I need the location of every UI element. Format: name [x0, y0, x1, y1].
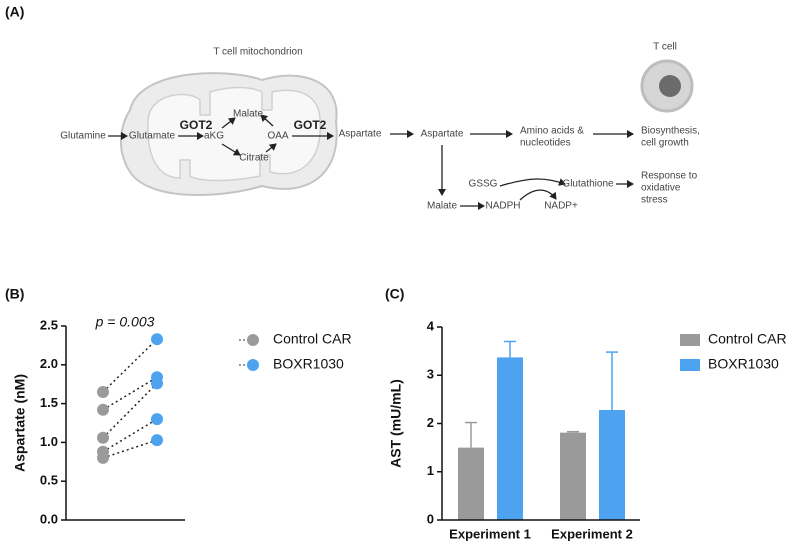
legend-label: Control CAR	[708, 331, 787, 347]
node-label: aKG	[204, 131, 224, 142]
point	[151, 333, 163, 346]
cell-label: T cell	[653, 42, 677, 53]
y-tick-label: 1.5	[40, 395, 58, 410]
x-tick-label: Experiment 2	[551, 526, 633, 541]
t-cell-nucleus	[659, 75, 681, 97]
y-tick-label: 3	[427, 367, 434, 382]
node-label: Aspartate	[421, 129, 464, 140]
error-bar	[606, 351, 618, 410]
node-label: Amino acids &	[520, 126, 584, 137]
y-tick-label: 2.0	[40, 356, 58, 371]
point	[151, 434, 163, 447]
bar	[458, 447, 484, 520]
y-tick-label: 2.5	[40, 317, 58, 332]
point	[97, 451, 109, 464]
node-label: Malate	[233, 109, 263, 120]
node-label: oxidative	[641, 183, 681, 194]
pair-line	[102, 439, 158, 459]
panel-label: (B)	[5, 286, 24, 302]
y-axis-title: AST (mU/mL)	[388, 379, 404, 468]
y-tick-label: 1	[427, 463, 434, 478]
node-label: nucleotides	[520, 138, 571, 149]
pair-line	[102, 376, 158, 411]
y-tick-label: 4	[427, 318, 435, 333]
point	[151, 377, 163, 390]
node-label: OAA	[267, 131, 288, 142]
point	[97, 431, 109, 444]
pair-line	[102, 418, 158, 453]
node-label: Glutamine	[60, 131, 106, 142]
node-label: NADP+	[544, 201, 578, 212]
legend-swatch	[680, 359, 700, 371]
node-label: stress	[641, 195, 668, 206]
legend-label: Control CAR	[273, 331, 352, 347]
panel-label: (C)	[385, 286, 404, 302]
node-label: NADPH	[485, 201, 520, 212]
legend-label: BOXR1030	[708, 356, 779, 372]
node-label: Glutamate	[129, 131, 176, 142]
panel-label: (A)	[5, 4, 24, 20]
arrows	[108, 114, 634, 210]
node-label: GOT2	[294, 118, 327, 132]
x-tick-label: Experiment 1	[449, 526, 531, 541]
error-bar	[465, 421, 477, 448]
node-label: GSSG	[469, 179, 498, 190]
pair-line	[102, 382, 158, 439]
legend-swatch	[680, 334, 700, 346]
y-tick-label: 0.5	[40, 473, 58, 488]
point	[97, 403, 109, 416]
bar	[560, 432, 586, 520]
node-label: GOT2	[180, 118, 213, 132]
point	[151, 413, 163, 426]
y-axis-title: Aspartate (nM)	[12, 374, 28, 472]
legend-marker	[247, 334, 259, 346]
node-label: Biosynthesis,	[641, 126, 700, 137]
node-label: Malate	[427, 201, 457, 212]
y-tick-label: 1.0	[40, 434, 58, 449]
panel-a	[108, 59, 694, 210]
error-bar	[567, 430, 579, 433]
error-bar	[504, 340, 516, 358]
pair-line	[102, 338, 158, 393]
point	[97, 385, 109, 398]
node-label: Aspartate	[339, 129, 382, 140]
node-label: Glutathione	[562, 179, 614, 190]
bar	[497, 357, 523, 520]
node-label: cell growth	[641, 138, 689, 149]
legend-label: BOXR1030	[273, 356, 344, 372]
y-tick-label: 2	[427, 415, 434, 430]
node-label: Response to	[641, 171, 698, 182]
bar	[599, 409, 625, 520]
diagram-title: T cell mitochondrion	[213, 47, 302, 58]
legend-marker	[247, 359, 259, 371]
y-tick-label: 0.0	[40, 511, 58, 526]
cristae	[147, 86, 321, 182]
y-tick-label: 0	[427, 511, 434, 526]
annotation: p = 0.003	[95, 314, 155, 330]
node-label: Citrate	[239, 153, 269, 164]
